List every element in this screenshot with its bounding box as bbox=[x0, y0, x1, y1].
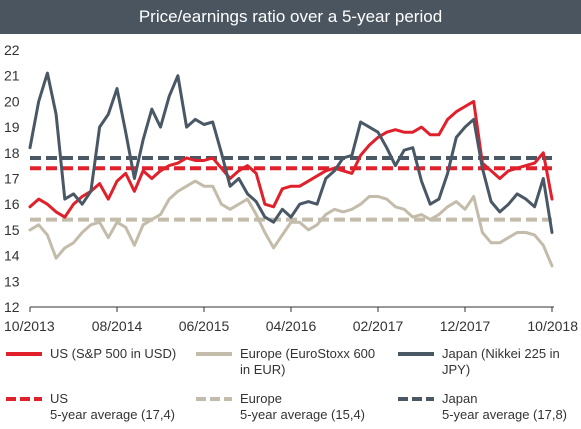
legend-swatch-us-average bbox=[6, 391, 42, 405]
y-tick-label: 14 bbox=[4, 248, 20, 264]
legend-label-europe-1: Europe (EuroStoxx 600 bbox=[240, 346, 376, 361]
x-tick-label: 10/2018 bbox=[527, 318, 578, 334]
series-line bbox=[28, 71, 554, 234]
legend-label-japan-average-2: 5-year average (17,8) bbox=[442, 407, 568, 422]
x-tick-label: 06/2015 bbox=[179, 318, 230, 334]
legend-item-japan-average: Japan 5-year average (17,8) bbox=[398, 391, 567, 423]
legend-swatch-us bbox=[6, 346, 42, 360]
y-tick-label: 17 bbox=[4, 171, 20, 187]
y-tick-label: 19 bbox=[4, 119, 20, 135]
x-tick-label: 10/2013 bbox=[4, 318, 55, 334]
y-tick-label: 18 bbox=[4, 145, 20, 161]
legend-item-japan: Japan (Nikkei 225 in JPY) bbox=[398, 346, 560, 378]
legend: US (S&P 500 in USD) Europe (EuroStoxx 60… bbox=[0, 338, 581, 429]
y-tick-label: 16 bbox=[4, 196, 20, 212]
y-tick-label: 20 bbox=[4, 93, 20, 109]
legend-item-us-average: US 5-year average (17,4) bbox=[6, 391, 175, 423]
legend-item-us: US (S&P 500 in USD) bbox=[6, 346, 176, 362]
legend-label-japan-1: Japan (Nikkei 225 in bbox=[442, 346, 560, 361]
legend-item-europe: Europe (EuroStoxx 600 in EUR) bbox=[196, 346, 375, 378]
series-lines bbox=[28, 71, 554, 268]
y-tick-label: 21 bbox=[4, 68, 20, 84]
average-lines bbox=[30, 155, 552, 222]
legend-swatch-japan bbox=[398, 346, 434, 360]
chart-title: Price/earnings ratio over a 5-year perio… bbox=[0, 0, 581, 34]
pe-ratio-chart: 12 13 14 15 16 17 18 19 20 21 22 10/2013 08/2014 06/… bbox=[4, 42, 578, 334]
legend-label-japan-average-1: Japan bbox=[442, 391, 478, 406]
x-tick-label: 02/2017 bbox=[353, 318, 404, 334]
y-tick-label: 13 bbox=[4, 273, 20, 289]
y-tick-label: 15 bbox=[4, 222, 20, 238]
legend-label-us-average-1: US bbox=[50, 391, 69, 406]
legend-label-japan-2: JPY) bbox=[442, 362, 471, 377]
chart-title-text: Price/earnings ratio over a 5-year perio… bbox=[138, 7, 443, 26]
legend-label-us: US (S&P 500 in USD) bbox=[50, 346, 177, 361]
legend-label-us-average-2: 5-year average (17,4) bbox=[50, 407, 176, 422]
legend-label-europe-average-1: Europe bbox=[240, 391, 282, 406]
legend-label-europe-2: in EUR) bbox=[240, 362, 286, 377]
y-axis: 12 13 14 15 16 17 18 19 20 21 22 bbox=[4, 42, 20, 315]
legend-label-europe-average-2: 5-year average (15,4) bbox=[240, 407, 366, 422]
x-tick-label: 12/2017 bbox=[440, 318, 491, 334]
legend-swatch-europe bbox=[196, 346, 232, 360]
x-tick-label: 04/2016 bbox=[266, 318, 317, 334]
legend-item-europe-average: Europe 5-year average (15,4) bbox=[196, 391, 365, 423]
y-tick-label: 12 bbox=[4, 299, 20, 315]
legend-swatch-japan-average bbox=[398, 391, 434, 405]
legend-swatch-europe-average bbox=[196, 391, 232, 405]
x-tick-label: 08/2014 bbox=[92, 318, 143, 334]
y-tick-label: 22 bbox=[4, 42, 20, 58]
series-line bbox=[28, 179, 554, 268]
series-line bbox=[28, 99, 554, 219]
x-axis: 10/2013 08/2014 06/2015 04/2016 02/2017 12/20… bbox=[4, 306, 578, 334]
